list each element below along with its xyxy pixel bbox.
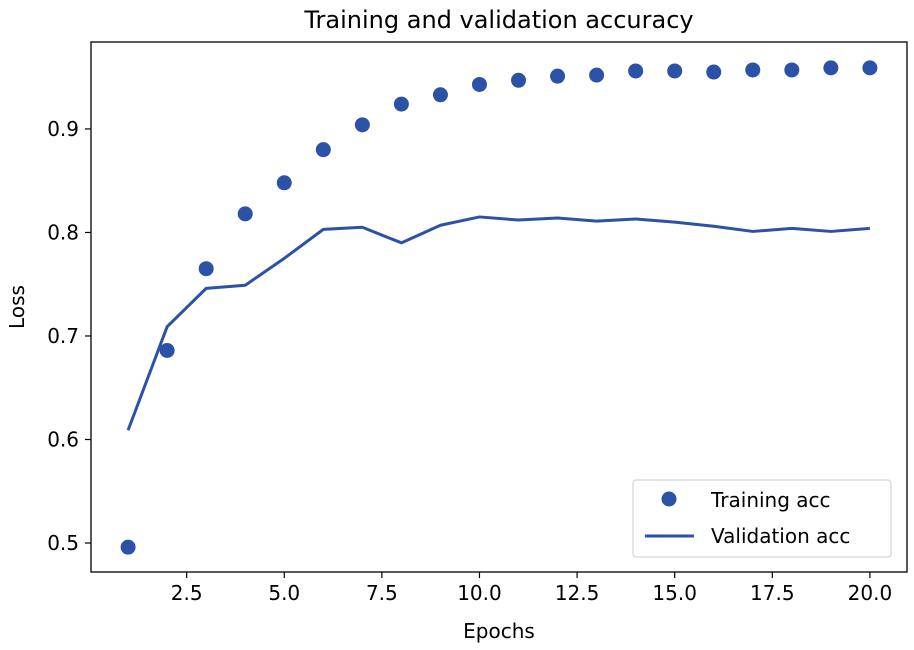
training-acc-point [159,342,175,358]
training-acc-point [393,96,409,112]
y-tick-label: 0.6 [47,428,79,452]
x-tick-label: 12.5 [555,581,600,605]
legend: Training acc Validation acc [632,479,892,558]
training-acc-point [354,117,370,133]
y-tick-label: 0.7 [47,324,79,348]
x-tick-label: 7.5 [366,581,398,605]
x-tick-label: 5.0 [268,581,300,605]
y-tick-label: 0.9 [47,117,79,141]
x-tick-label: 10.0 [457,581,502,605]
training-acc-point [862,60,878,76]
training-acc-point [120,539,136,555]
training-acc-point [276,175,292,191]
legend-label-training: Training acc [710,488,831,512]
legend-label-validation: Validation acc [711,524,850,548]
training-acc-point [706,64,722,80]
training-acc-point [784,62,800,78]
training-acc-point [315,142,331,158]
chart-title: Training and validation accuracy [303,6,693,34]
training-acc-point [198,261,214,277]
x-tick-label: 2.5 [171,581,203,605]
training-acc-point [550,68,566,84]
training-acc-point [589,67,605,83]
training-acc-point [511,72,527,88]
training-acc-point [471,76,487,92]
validation-acc-line [126,215,871,431]
x-tick-label: 15.0 [652,581,697,605]
legend-box [632,479,892,558]
legend-marker-training [661,491,677,507]
x-tick-label: 20.0 [848,581,893,605]
training-acc-point [432,87,448,103]
plot-frame [90,41,908,573]
training-acc-point [823,60,839,76]
x-tick-label: 17.5 [750,581,795,605]
training-acc-point [628,63,644,79]
training-acc-point [667,63,683,79]
training-acc-point [237,206,253,222]
x-axis-label: Epochs [463,619,535,643]
y-axis-label: Loss [5,285,29,329]
training-acc-point [745,62,761,78]
y-tick-label: 0.5 [47,531,79,555]
y-tick-label: 0.8 [47,220,79,244]
